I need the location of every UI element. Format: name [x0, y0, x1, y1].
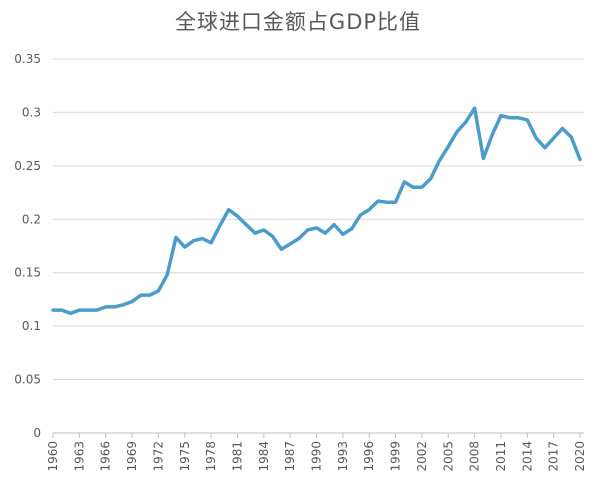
x-tick-label: 1969	[125, 441, 139, 472]
x-tick-label: 1960	[46, 441, 60, 472]
x-tick-label: 1975	[178, 441, 192, 472]
y-tick-label: 0.1	[22, 319, 41, 333]
x-tick-label: 1999	[389, 441, 403, 472]
x-tick-label: 2017	[547, 441, 561, 472]
y-tick-label: 0.3	[22, 105, 41, 119]
x-tick-label: 2020	[573, 441, 587, 472]
x-tick-label: 1981	[230, 441, 244, 472]
x-tick-label: 1972	[151, 441, 165, 472]
chart-title: 全球进口金额占GDP比值	[174, 10, 422, 34]
x-tick-label: 1966	[99, 441, 113, 472]
series-line	[51, 106, 582, 316]
x-tick-label: 1984	[257, 441, 271, 472]
x-tick-label: 1990	[310, 441, 324, 472]
x-tick-label: 2002	[415, 441, 429, 472]
x-tick-label: 1993	[336, 441, 350, 472]
y-tick-label: 0.25	[14, 159, 41, 173]
y-tick-label: 0.35	[14, 52, 41, 66]
x-tick-label: 1987	[283, 441, 297, 472]
y-tick-label: 0	[33, 426, 41, 440]
y-tick-label: 0.2	[22, 212, 41, 226]
x-tick-label: 2014	[520, 441, 534, 472]
y-tick-label: 0.15	[14, 266, 41, 280]
x-tick-label: 1963	[72, 441, 86, 472]
x-tick-label: 2005	[441, 441, 455, 472]
x-tick-label: 2008	[468, 441, 482, 472]
x-tick-label: 1978	[204, 441, 218, 472]
y-tick-label: 0.05	[14, 373, 41, 387]
x-tick-label: 2011	[494, 441, 508, 472]
x-tick-label: 1996	[362, 441, 376, 472]
